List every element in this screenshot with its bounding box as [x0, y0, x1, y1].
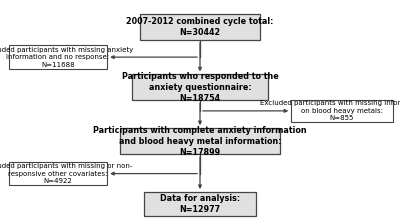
Text: Excluded participants with missing anxiety
information and no response:
N=11688: Excluded participants with missing anxie…: [0, 47, 133, 68]
Text: Excluded participants with missing or non-
responsive other covariates:
N=4922: Excluded participants with missing or no…: [0, 163, 133, 184]
Text: Excluded participants with missing information
on blood heavy metals:
N=855: Excluded participants with missing infor…: [260, 100, 400, 121]
Text: Data for analysis:
N=12977: Data for analysis: N=12977: [160, 194, 240, 214]
Text: Participants with complete anxiety information
and blood heavy metal information: Participants with complete anxiety infor…: [93, 125, 307, 157]
FancyBboxPatch shape: [9, 45, 107, 69]
FancyBboxPatch shape: [144, 192, 256, 215]
FancyBboxPatch shape: [132, 74, 268, 100]
FancyBboxPatch shape: [140, 14, 260, 40]
FancyBboxPatch shape: [120, 128, 280, 154]
Text: 2007-2012 combined cycle total:
N=30442: 2007-2012 combined cycle total: N=30442: [126, 17, 274, 37]
FancyBboxPatch shape: [9, 162, 107, 185]
FancyBboxPatch shape: [291, 100, 393, 121]
Text: Participants who responded to the
anxiety questionnaire:
N=18754: Participants who responded to the anxiet…: [122, 72, 278, 103]
